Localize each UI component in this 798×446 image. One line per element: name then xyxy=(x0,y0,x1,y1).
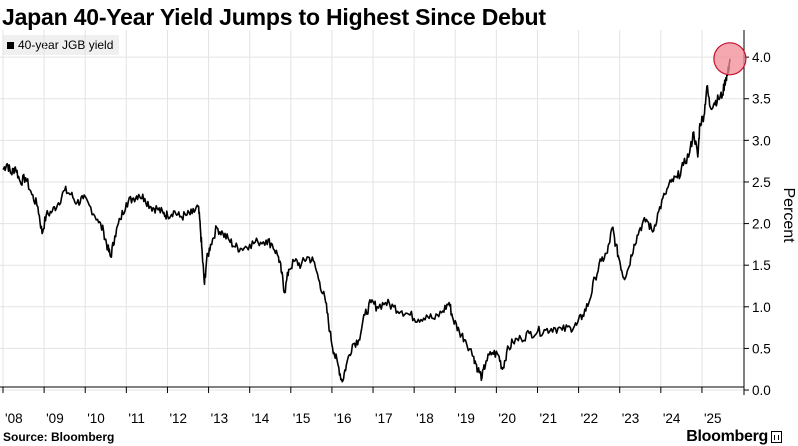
y-tick-label: 1.5 xyxy=(752,258,771,273)
legend-label: 40-year JGB yield xyxy=(18,38,114,52)
y-tick-label: 0.5 xyxy=(752,341,771,356)
x-tick-label: '11 xyxy=(128,411,145,426)
x-tick-label: '15 xyxy=(293,411,311,426)
y-axis-label: Percent xyxy=(780,187,797,243)
x-tick-label: '08 xyxy=(5,411,23,426)
highlight-circle xyxy=(713,42,747,76)
y-tick-label: 0.0 xyxy=(752,383,771,398)
x-tick-label: '23 xyxy=(622,411,640,426)
x-tick-label: '16 xyxy=(334,411,352,426)
x-tick-label: '20 xyxy=(498,411,516,426)
y-tick-label: 3.5 xyxy=(752,92,771,107)
x-tick-label: '21 xyxy=(539,411,557,426)
x-tick-label: '25 xyxy=(704,411,722,426)
brand-logo: Bloomberg xyxy=(686,428,782,446)
x-tick-label: '19 xyxy=(457,411,475,426)
grid-lines xyxy=(0,30,744,391)
x-tick-label: '12 xyxy=(169,411,187,426)
bloomberg-terminal-icon xyxy=(771,431,782,443)
x-ticks: '08 '09 '10 '11 '12 '13 '14 '15 '16 '17 '18 '19 '20 '… xyxy=(2,387,722,426)
series-line-40y-jgb-yield xyxy=(2,58,731,383)
x-tick-label: '17 xyxy=(375,411,393,426)
x-tick-label: '13 xyxy=(211,411,229,426)
brand-name: Bloomberg xyxy=(686,428,768,445)
y-tick-label: 2.0 xyxy=(752,217,771,232)
legend-swatch xyxy=(7,41,14,49)
y-tick-label: 4.0 xyxy=(752,50,771,65)
x-tick-label: '18 xyxy=(416,411,434,426)
legend: 40-year JGB yield xyxy=(3,35,120,55)
x-tick-label: '24 xyxy=(663,411,681,426)
y-tick-label: 3.0 xyxy=(752,133,771,148)
chart-title: Japan 40-Year Yield Jumps to Highest Sin… xyxy=(2,4,546,30)
source-note: Source: Bloomberg xyxy=(3,430,115,444)
x-tick-label: '22 xyxy=(581,411,599,426)
x-tick-label: '10 xyxy=(87,411,105,426)
y-tick-label: 2.5 xyxy=(752,175,771,190)
x-tick-label: '14 xyxy=(252,411,270,426)
y-ticks: 0.0 0.5 1.0 1.5 2.0 2.5 3.0 3.5 4.0 xyxy=(744,50,771,398)
x-tick-label: '09 xyxy=(46,411,64,426)
y-tick-label: 1.0 xyxy=(752,300,771,315)
